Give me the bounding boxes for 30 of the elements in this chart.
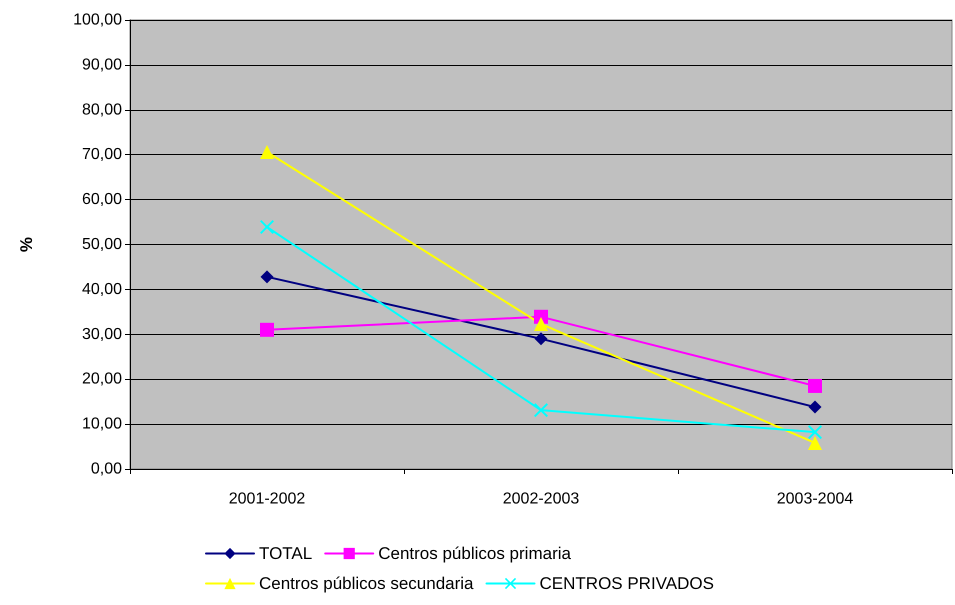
point	[534, 403, 548, 418]
y-tick-label: 30,00	[82, 326, 122, 343]
x-tick-label: 2003-2004	[776, 490, 854, 508]
point	[260, 322, 274, 337]
x-tick-label: 2002-2003	[502, 490, 580, 508]
x-tick-label: 2001-2002	[228, 490, 306, 508]
y-axis-title: %	[17, 236, 36, 252]
legend-label: TOTAL	[259, 544, 312, 563]
y-tick-label: 100,00	[73, 12, 122, 28]
point	[260, 145, 274, 160]
legend-label: Centros públicos secundaria	[259, 574, 474, 593]
point	[808, 436, 822, 450]
point	[808, 400, 822, 414]
point	[808, 378, 822, 393]
y-tick-label: 60,00	[82, 191, 122, 208]
point	[534, 316, 548, 331]
point	[260, 220, 274, 234]
y-tick-label: 20,00	[82, 370, 122, 388]
point	[260, 270, 274, 284]
point	[808, 425, 822, 440]
y-tick-label: 40,00	[82, 280, 122, 298]
legend-label: CENTROS PRIVADOS	[540, 574, 714, 593]
y-tick-label: 80,00	[82, 101, 122, 118]
y-tick-label: 10,00	[82, 416, 122, 433]
y-tick-label: 90,00	[82, 56, 122, 74]
y-tick-label: 0,00	[90, 460, 122, 478]
y-tick-label: 70,00	[82, 146, 122, 164]
y-tick-label: 50,00	[82, 236, 122, 253]
point	[534, 332, 548, 346]
legend-label: Centros públicos primaria	[378, 544, 572, 563]
